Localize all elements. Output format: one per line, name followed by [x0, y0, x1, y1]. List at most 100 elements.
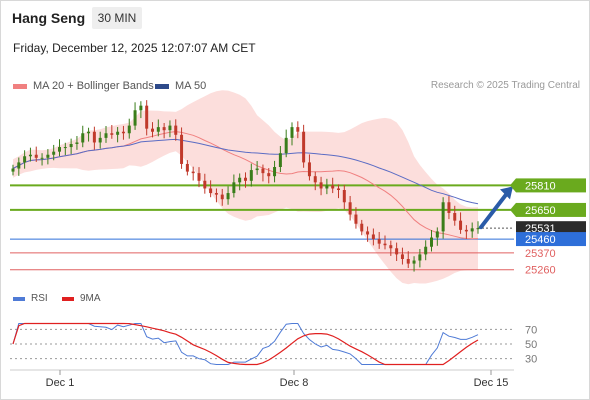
bollinger-swatch-icon [13, 83, 27, 89]
legend-rsi-ma: 9MA [62, 293, 101, 304]
candle-body [371, 234, 375, 240]
candle-body [325, 185, 329, 189]
candle-body [58, 147, 61, 152]
candle-body [145, 105, 149, 129]
candle-body [453, 213, 457, 221]
candle-body [418, 254, 422, 261]
candle-body [52, 151, 56, 155]
level-label-25370: 25370 [525, 248, 556, 260]
candle-body [191, 171, 195, 174]
candle-body [232, 182, 236, 194]
candle-body [331, 185, 335, 189]
candle-body [104, 133, 108, 138]
candle-body [121, 131, 125, 134]
candle-body [406, 259, 410, 264]
candle-body [174, 125, 178, 135]
level-tag-25460 [516, 232, 586, 247]
candle-body [220, 194, 224, 200]
header-bar: Hang Seng 30 MIN [0, 0, 590, 34]
candle-body [337, 188, 340, 190]
candle-body [34, 154, 38, 158]
candle-body [17, 162, 21, 169]
date-line: Friday, December 12, 2025 12:07:07 AM CE… [13, 41, 256, 55]
candle-body [133, 110, 137, 126]
candle-body [435, 231, 439, 238]
candle-body [459, 220, 463, 230]
timeframe-badge[interactable]: 30 MIN [92, 7, 142, 29]
rsi-swatch-icon [13, 296, 25, 301]
forecast-arrow-icon [479, 191, 509, 230]
rsi-ma-swatch-icon [62, 296, 74, 301]
candle-body [290, 127, 294, 138]
candle-body [81, 133, 85, 143]
candle-body [354, 214, 358, 224]
ma50-line [12, 138, 479, 205]
level-tag-pointer-icon [510, 202, 516, 217]
x-tick-label: Dec 15 [474, 377, 509, 389]
candle-body [296, 127, 300, 132]
candle-body [278, 153, 282, 167]
candle-body [209, 188, 213, 194]
legend-bollinger: MA 20 + Bollinger Bands [13, 80, 154, 92]
candle-body [168, 125, 172, 131]
candle-body [127, 125, 131, 134]
candle-body [424, 246, 428, 255]
candle-body [162, 127, 166, 131]
candle-body [261, 168, 265, 174]
candle-body [180, 134, 184, 164]
level-tag-25650 [516, 202, 586, 217]
candle-body [11, 168, 15, 172]
candle-body [197, 173, 201, 181]
candle-body [366, 231, 370, 235]
candle-body [395, 248, 399, 255]
level-tag-pointer-icon [510, 178, 516, 193]
candle-body [255, 168, 259, 171]
candle-body [40, 157, 44, 159]
candle-body [244, 177, 247, 181]
x-tick-label: Dec 1 [46, 377, 75, 389]
candle-body [156, 127, 160, 132]
candle-body [87, 131, 91, 134]
x-tick-label: Dec 8 [280, 377, 309, 389]
candle-body [273, 167, 277, 177]
candle-body [63, 147, 67, 149]
candle-body [151, 128, 154, 132]
candle-body [98, 137, 102, 143]
level-label-25810: 25810 [525, 180, 556, 192]
legend-rsi: RSI [13, 293, 48, 304]
candles-group [11, 100, 480, 272]
instrument-title: Hang Seng [12, 10, 86, 26]
candle-body [284, 137, 288, 154]
candle-body [470, 228, 474, 232]
candle-body [319, 182, 323, 189]
candle-body [302, 131, 306, 163]
rsi-tick-label: 50 [525, 339, 537, 351]
rsi-tick-label: 70 [525, 324, 537, 336]
candle-body [464, 229, 468, 232]
candle-body [313, 176, 317, 183]
level-label-25650: 25650 [525, 205, 556, 217]
legend-ma50: MA 50 [155, 80, 206, 92]
candle-body [412, 260, 416, 264]
candle-body [430, 237, 433, 247]
candle-body [447, 202, 451, 213]
candle-body [139, 105, 143, 111]
candle-body [389, 245, 393, 249]
level-label-25260: 25260 [525, 265, 556, 277]
candle-body [214, 193, 218, 195]
legend-ma50-label: MA 50 [175, 80, 207, 92]
candle-body [92, 131, 96, 143]
candle-body [69, 144, 73, 148]
candle-body [116, 131, 120, 135]
candle-body [400, 254, 404, 259]
candle-body [46, 154, 50, 158]
candle-body [360, 223, 364, 232]
candle-body [238, 177, 242, 183]
candle-body [185, 163, 189, 172]
legend-rsi-label: RSI [31, 293, 48, 304]
candle-body [23, 156, 27, 163]
candle-body [383, 243, 387, 246]
candle-body [226, 193, 230, 200]
legend-rsi-ma-label: 9MA [80, 293, 101, 304]
legend-bollinger-label: MA 20 + Bollinger Bands [33, 80, 154, 92]
